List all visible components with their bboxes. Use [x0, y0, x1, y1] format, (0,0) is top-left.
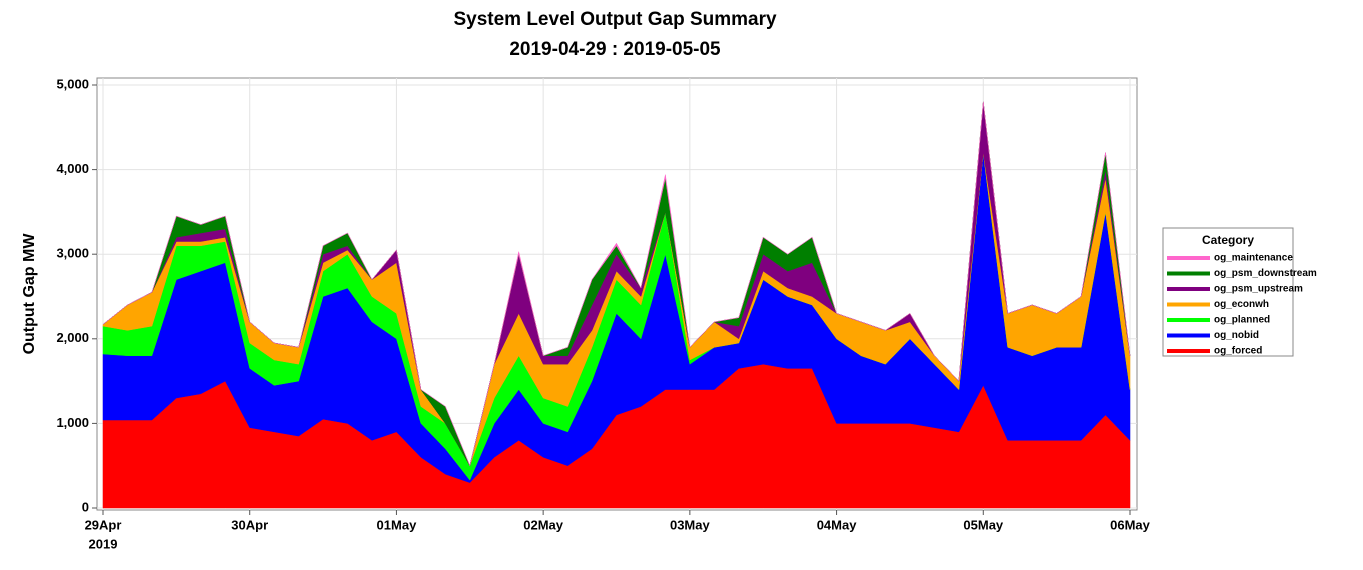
- legend-label: og_planned: [1214, 315, 1270, 326]
- legend-label: og_maintenance: [1214, 253, 1293, 264]
- x-tick-label: 04May: [817, 517, 858, 532]
- x-tick-label: 30Apr: [231, 517, 268, 532]
- chart-title: System Level Output Gap Summary: [453, 9, 777, 30]
- y-axis-label: Output Gap MW: [21, 233, 38, 355]
- x-tick-label: 03May: [670, 517, 711, 532]
- legend-label: og_psm_downstream: [1214, 268, 1317, 279]
- x-tick-label: 06May: [1110, 517, 1151, 532]
- y-tick-label: 5,000: [56, 76, 89, 91]
- y-tick-label: 4,000: [56, 161, 89, 176]
- legend-title: Category: [1202, 233, 1254, 247]
- plot-frame: [96, 77, 1138, 511]
- legend-label: og_forced: [1214, 346, 1262, 357]
- chart-subtitle: 2019-04-29 : 2019-05-05: [509, 39, 721, 60]
- x-tick-label: 29Apr: [85, 517, 122, 532]
- y-tick-label: 3,000: [56, 246, 89, 261]
- y-tick-label: 2,000: [56, 330, 89, 345]
- legend-label: og_nobid: [1214, 330, 1259, 341]
- x-tick-year: 2019: [89, 536, 118, 551]
- area: [102, 101, 1131, 467]
- legend-label: og_econwh: [1214, 299, 1269, 310]
- legend-label: og_psm_upstream: [1214, 284, 1303, 295]
- y-tick-label: 0: [82, 499, 89, 514]
- x-tick-label: 05May: [963, 517, 1004, 532]
- y-tick-label: 1,000: [56, 415, 89, 430]
- x-tick-label: 01May: [377, 517, 418, 532]
- plot-area: [96, 77, 1138, 511]
- x-tick-label: 02May: [523, 517, 564, 532]
